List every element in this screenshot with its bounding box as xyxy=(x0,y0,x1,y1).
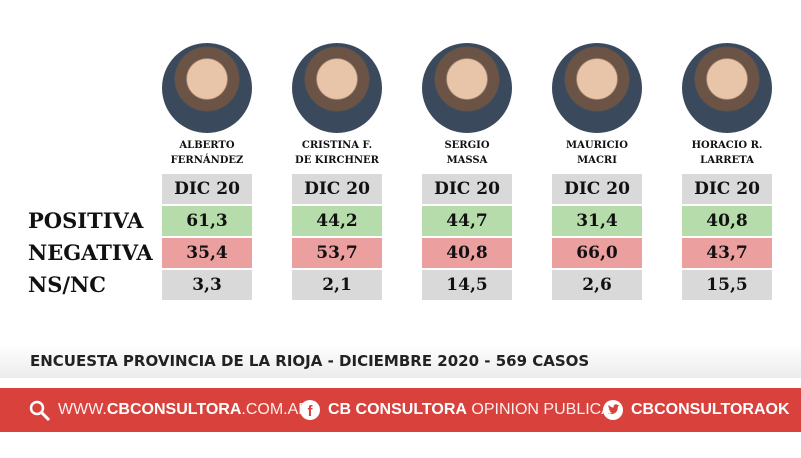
row-label: NS/NC xyxy=(28,272,106,297)
facebook-link: CB CONSULTORA OPINION PUBLICA xyxy=(328,388,612,432)
web-suffix: .COM.AR xyxy=(241,401,310,418)
candidate-photo xyxy=(292,43,382,133)
svg-text:f: f xyxy=(308,403,314,420)
facebook-icon: f xyxy=(300,400,320,420)
period-cell: DIC 20 xyxy=(682,174,772,204)
candidate-photo xyxy=(552,43,642,133)
candidate-name: ALBERTO xyxy=(179,140,235,151)
row-label: NEGATIVA xyxy=(28,240,153,265)
twitter-icon xyxy=(603,400,623,420)
candidate-photo xyxy=(162,43,252,133)
value-cell: 14,5 xyxy=(422,270,512,300)
facebook-desc: OPINION PUBLICA xyxy=(471,401,612,418)
value-cell: 44,2 xyxy=(292,206,382,236)
candidate-photo xyxy=(422,43,512,133)
candidate-name: SERGIO xyxy=(444,140,490,151)
candidate-photo xyxy=(682,43,772,133)
candidate-name: MACRI xyxy=(577,155,617,166)
value-cell: 40,8 xyxy=(422,238,512,268)
value-cell: 31,4 xyxy=(552,206,642,236)
twitter-handle: CBCONSULTORAOK xyxy=(631,401,790,418)
row-label: POSITIVA xyxy=(28,208,144,233)
period-cell: DIC 20 xyxy=(162,174,252,204)
contact-bar: WWW.CBCONSULTORA.COM.AR f CB CONSULTORA … xyxy=(0,388,801,432)
period-cell: DIC 20 xyxy=(292,174,382,204)
value-cell: 3,3 xyxy=(162,270,252,300)
value-cell: 61,3 xyxy=(162,206,252,236)
candidate-name: CRISTINA F. xyxy=(301,140,373,151)
value-cell: 44,7 xyxy=(422,206,512,236)
candidate-name: MAURICIO xyxy=(566,140,628,151)
web-icon xyxy=(29,400,51,422)
facebook-name: CB CONSULTORA xyxy=(328,401,467,418)
period-cell: DIC 20 xyxy=(422,174,512,204)
web-domain: CBCONSULTORA xyxy=(106,401,242,418)
candidate-name: LARRETA xyxy=(700,155,754,166)
web-link: WWW.CBCONSULTORA.COM.AR xyxy=(58,388,310,432)
candidate-name: MASSA xyxy=(446,155,488,166)
caption-band: ENCUESTA PROVINCIA DE LA RIOJA - DICIEMB… xyxy=(0,344,801,378)
candidate-name: HORACIO R. xyxy=(691,140,763,151)
caption-text: ENCUESTA PROVINCIA DE LA RIOJA - DICIEMB… xyxy=(30,352,590,370)
value-cell: 53,7 xyxy=(292,238,382,268)
value-cell: 35,4 xyxy=(162,238,252,268)
value-cell: 40,8 xyxy=(682,206,772,236)
candidate-name: DE KIRCHNER xyxy=(295,155,379,166)
web-prefix: WWW. xyxy=(58,401,107,418)
period-cell: DIC 20 xyxy=(552,174,642,204)
value-cell: 15,5 xyxy=(682,270,772,300)
candidate-name: FERNÁNDEZ xyxy=(170,155,244,166)
value-cell: 66,0 xyxy=(552,238,642,268)
value-cell: 2,1 xyxy=(292,270,382,300)
value-cell: 43,7 xyxy=(682,238,772,268)
value-cell: 2,6 xyxy=(552,270,642,300)
